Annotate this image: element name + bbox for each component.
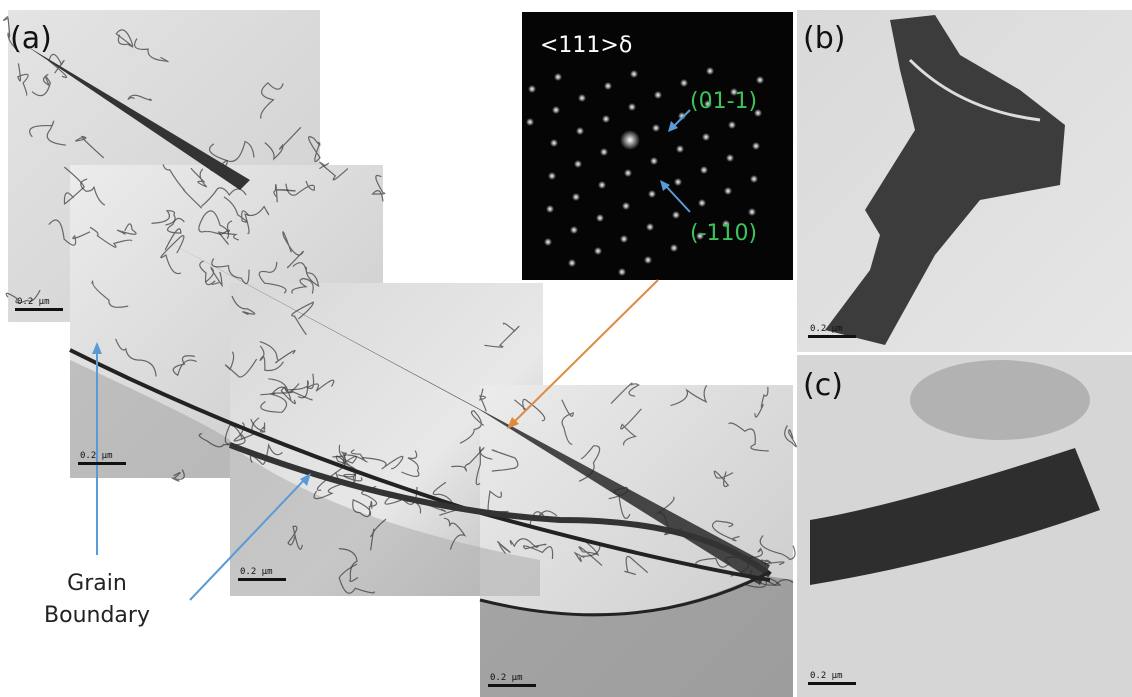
- annotation: Grain: [67, 571, 127, 596]
- spot: [578, 94, 586, 102]
- spot: [700, 166, 708, 174]
- scale-bar-label: 0.2 μm: [490, 673, 523, 683]
- spot: [698, 199, 706, 207]
- spot: [552, 106, 560, 114]
- spot: [622, 202, 630, 210]
- scale-bar-label: 0.2 μm: [810, 324, 843, 334]
- spot: [650, 157, 658, 165]
- scale-bar: [808, 335, 856, 338]
- annotation: Boundary: [44, 603, 150, 628]
- spot: [752, 142, 760, 150]
- scale-bar: [488, 684, 536, 687]
- scale-bar-label: 0.2 μm: [80, 451, 113, 461]
- spot: [726, 154, 734, 162]
- spot: [648, 190, 656, 198]
- scale-bar: [808, 682, 856, 685]
- spot: [680, 79, 688, 87]
- spot: [554, 73, 562, 81]
- spot-label: (-110): [690, 221, 757, 246]
- spot: [572, 193, 580, 201]
- spot: [568, 259, 576, 267]
- spot: [670, 244, 678, 252]
- spot: [548, 172, 556, 180]
- spot: [628, 103, 636, 111]
- spot: [594, 247, 602, 255]
- spot: [600, 148, 608, 156]
- spot: [544, 238, 552, 246]
- spot: [528, 85, 536, 93]
- figure: (a) (b) (c) <111>δ (01-1) (-110) Grain B…: [0, 0, 1132, 697]
- spot: [706, 67, 714, 75]
- spot: [674, 178, 682, 186]
- spot: [702, 133, 710, 141]
- zone-axis: <111>δ: [540, 33, 632, 58]
- spot: [652, 124, 660, 132]
- spot: [654, 91, 662, 99]
- spot: [620, 235, 628, 243]
- spot: [618, 268, 626, 276]
- scale-bar-label: 0.2 μm: [240, 567, 273, 577]
- spot: [598, 181, 606, 189]
- spot-label: (01-1): [690, 89, 757, 114]
- spot: [576, 127, 584, 135]
- spot: [630, 70, 638, 78]
- micrograph-c: [797, 355, 1132, 697]
- spot: [750, 175, 758, 183]
- spot: [672, 211, 680, 219]
- panel-label: (b): [803, 21, 845, 56]
- spot: [546, 205, 554, 213]
- spot: [644, 256, 652, 264]
- spot: [526, 118, 534, 126]
- micrograph-b: [797, 10, 1132, 352]
- spot: [728, 121, 736, 129]
- panel-label: (a): [10, 21, 52, 56]
- scale-bar: [238, 578, 286, 581]
- scale-bar: [78, 462, 126, 465]
- spot: [676, 145, 684, 153]
- spot: [602, 115, 610, 123]
- panel-label: (c): [803, 368, 843, 403]
- spot: [748, 208, 756, 216]
- spot: [570, 226, 578, 234]
- scale-bar-label: 0.2 μm: [17, 297, 50, 307]
- spot: [604, 82, 612, 90]
- spot: [620, 130, 640, 150]
- spot: [756, 76, 764, 84]
- scale-bar-label: 0.2 μm: [810, 671, 843, 681]
- spot: [596, 214, 604, 222]
- scale-bar: [15, 308, 63, 311]
- spot: [574, 160, 582, 168]
- spot: [624, 169, 632, 177]
- spot: [724, 187, 732, 195]
- spot: [646, 223, 654, 231]
- spot: [550, 139, 558, 147]
